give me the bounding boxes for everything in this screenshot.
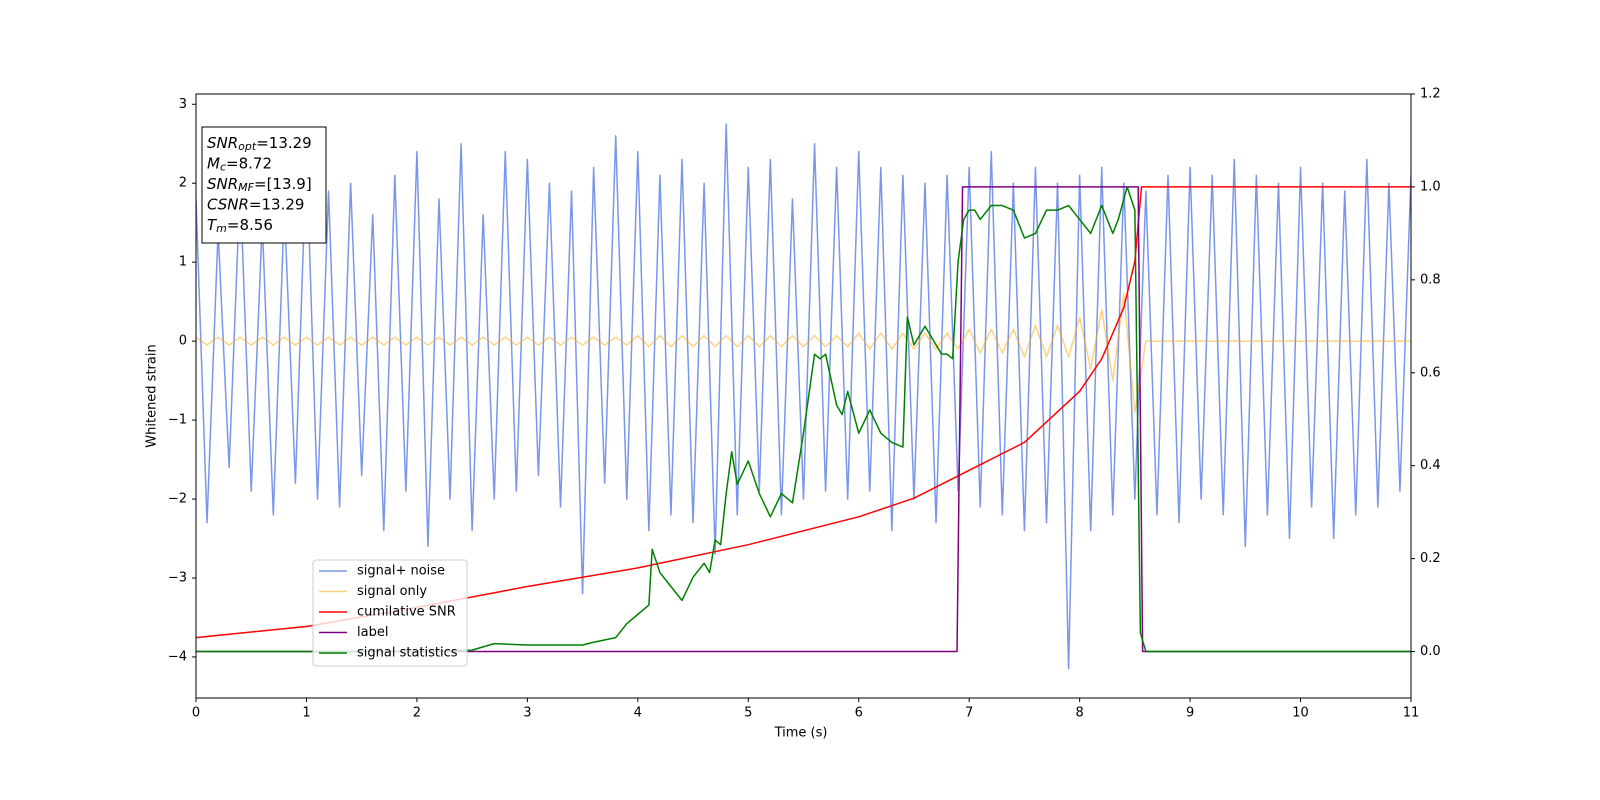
x-tick-label: 6 [855, 706, 863, 721]
legend: signal+ noise signal only cumilative SNR la… [312, 559, 468, 667]
x-tick-label: 5 [744, 706, 752, 721]
x-tick-label: 1 [302, 706, 310, 721]
y2-tick-label: 0.8 [1420, 272, 1441, 287]
x-tick-label: 10 [1292, 706, 1309, 721]
annotation-symbol: SNR [207, 175, 238, 193]
x-tick-label: 2 [413, 706, 421, 721]
y2-tick-label: 1.0 [1420, 179, 1441, 194]
annotation-value: =[13.9] [254, 175, 312, 193]
y-tick-label: −2 [168, 492, 187, 507]
plot-area [196, 123, 1411, 670]
y-tick-label: −3 [168, 570, 187, 585]
legend-frame [312, 559, 468, 667]
annotation-symbol: CSNR [207, 195, 249, 213]
y-axis-label: Whitened strain [145, 344, 160, 447]
x-tick-label: 11 [1403, 706, 1420, 721]
x-tick-label: 4 [634, 706, 642, 721]
x-tick-label: 8 [1075, 706, 1083, 721]
y2-tick-label: 0.6 [1420, 365, 1441, 380]
annotation-subscript: m [216, 222, 227, 235]
y-tick-label: 2 [179, 176, 187, 191]
annotation-line: SNRMF=[13.9] [207, 175, 312, 195]
series-line [196, 123, 1411, 670]
annotation-subscript: c [220, 161, 226, 174]
series-line [196, 186, 1411, 639]
annotation-subscript: opt [238, 140, 257, 153]
annotation-value: =13.29 [249, 195, 305, 213]
annotation-line: Tm=8.56 [207, 216, 273, 236]
series-line [196, 293, 1411, 413]
legend-label: cumilative SNR [357, 605, 456, 620]
x-tick-label: 7 [965, 706, 973, 721]
legend-label: signal+ noise [357, 564, 445, 579]
y-tick-label: −1 [168, 413, 187, 428]
annotation-symbol: SNR [207, 134, 238, 152]
annotation-symbol: T [207, 216, 218, 234]
series-line [196, 186, 1411, 653]
y-tick-label: −4 [168, 649, 187, 664]
x-tick-label: 0 [192, 706, 200, 721]
axes-frame [195, 93, 1412, 699]
legend-label: signal statistics [357, 646, 458, 661]
y-tick-label: 0 [179, 334, 187, 349]
legend-label: signal only [357, 584, 427, 599]
x-axis-label: Time (s) [774, 726, 828, 741]
y2-tick-label: 0.0 [1420, 644, 1441, 659]
y2-tick-label: 0.2 [1420, 551, 1441, 566]
annotation-line: CSNR=13.29 [207, 195, 304, 213]
y-tick-label: 1 [179, 255, 187, 270]
annotation-line: Mc=8.72 [207, 154, 272, 174]
annotation-box: SNRopt=13.29Mc=8.72SNRMF=[13.9]CSNR=13.2… [201, 126, 327, 244]
y2-tick-label: 0.4 [1420, 458, 1441, 473]
annotation-subscript: MF [238, 181, 254, 194]
annotation-value: =8.56 [227, 216, 273, 234]
annotation-value: =8.72 [226, 154, 272, 172]
legend-label: label [357, 625, 388, 640]
y-tick-label: 3 [179, 97, 187, 112]
x-tick-label: 3 [523, 706, 531, 721]
x-tick-label: 9 [1186, 706, 1194, 721]
annotation-line: SNRopt=13.29 [207, 134, 312, 154]
y2-tick-label: 1.2 [1420, 87, 1441, 102]
annotation-frame [201, 126, 327, 244]
annotation-value: =13.29 [256, 134, 312, 152]
annotation-symbol: M [207, 154, 220, 172]
